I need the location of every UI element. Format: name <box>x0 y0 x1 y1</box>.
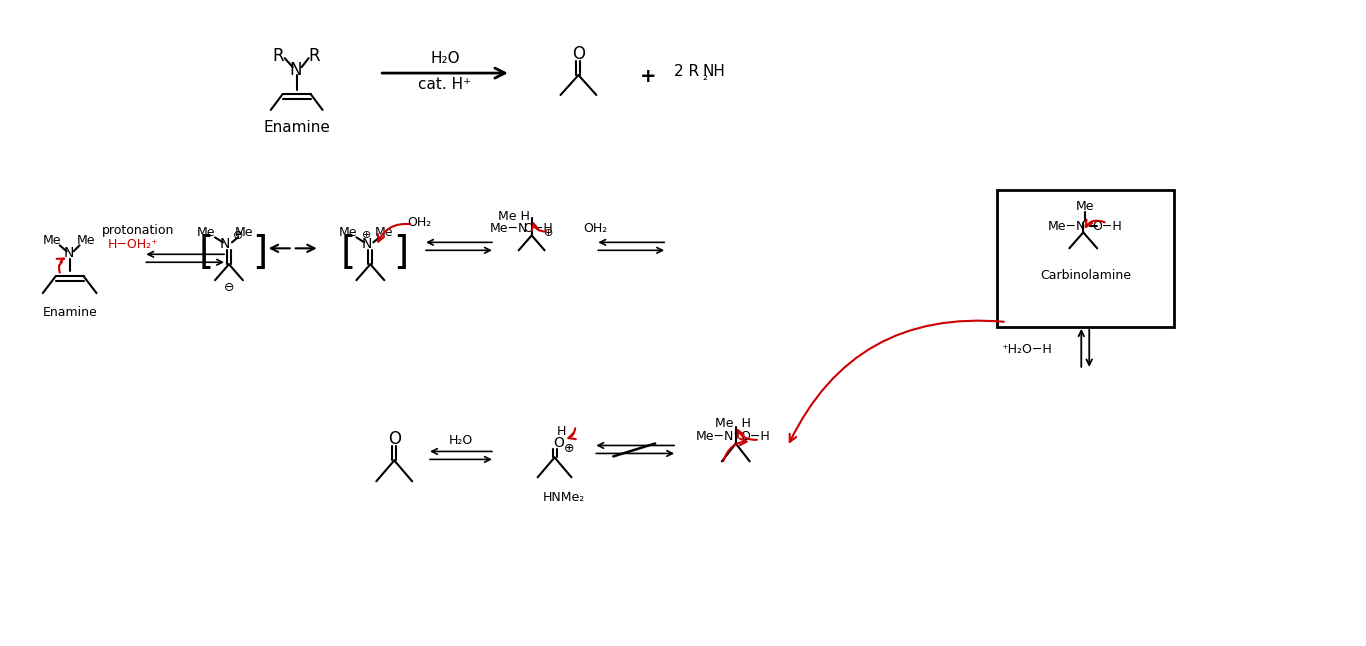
Text: Me: Me <box>42 234 61 247</box>
Text: +: + <box>639 67 657 85</box>
Text: cat. H⁺: cat. H⁺ <box>418 76 471 92</box>
Text: Me−N⁺: Me−N⁺ <box>695 430 740 443</box>
Text: ⊕: ⊕ <box>232 229 243 242</box>
Text: OH₂: OH₂ <box>583 222 608 235</box>
Text: H: H <box>557 425 567 438</box>
Text: Me: Me <box>197 226 216 239</box>
Text: N: N <box>361 237 372 251</box>
Text: protonation: protonation <box>102 224 175 237</box>
Text: Enamine: Enamine <box>264 120 331 136</box>
Text: ⊕: ⊕ <box>544 229 553 238</box>
Text: ]: ] <box>393 234 408 273</box>
Text: N: N <box>220 237 229 251</box>
Text: N: N <box>63 246 74 260</box>
Text: HNMe₂: HNMe₂ <box>542 491 585 504</box>
Text: OH₂: OH₂ <box>407 216 432 229</box>
Text: Me H: Me H <box>497 210 530 223</box>
Text: O: O <box>388 430 400 448</box>
Text: H₂O: H₂O <box>430 50 460 66</box>
Text: Me: Me <box>235 226 253 239</box>
Text: ⊕: ⊕ <box>362 231 372 240</box>
Text: Me−N: Me−N <box>489 222 527 235</box>
Text: H₂O: H₂O <box>449 434 473 447</box>
Text: Me: Me <box>339 226 358 239</box>
FancyBboxPatch shape <box>997 189 1173 327</box>
Text: O−H: O−H <box>1093 220 1121 233</box>
Text: Me  H: Me H <box>714 417 751 430</box>
Text: Me: Me <box>376 226 393 239</box>
Text: Me: Me <box>1076 200 1094 213</box>
Text: N: N <box>290 61 302 79</box>
Text: ⊕: ⊕ <box>564 442 575 455</box>
Text: O: O <box>553 437 564 450</box>
Text: 2 R: 2 R <box>675 63 699 79</box>
Text: R: R <box>309 47 321 65</box>
Text: R: R <box>272 47 284 65</box>
Text: Carbinolamine: Carbinolamine <box>1040 269 1131 282</box>
Text: O−H: O−H <box>740 430 769 443</box>
Text: H−OH₂⁺: H−OH₂⁺ <box>108 238 158 251</box>
Text: Me: Me <box>76 234 94 247</box>
Text: ⊖: ⊖ <box>224 280 234 294</box>
Text: [: [ <box>340 234 355 273</box>
Text: ₂: ₂ <box>702 70 708 83</box>
Text: Me−N: Me−N <box>1048 220 1086 233</box>
Text: ⁺H₂O−H: ⁺H₂O−H <box>1001 344 1052 357</box>
Text: O−H: O−H <box>523 222 553 235</box>
Text: [: [ <box>199 234 214 273</box>
Text: NH: NH <box>702 63 725 79</box>
Text: ]: ] <box>251 234 268 273</box>
Text: Enamine: Enamine <box>42 306 97 318</box>
Text: O: O <box>572 45 585 63</box>
